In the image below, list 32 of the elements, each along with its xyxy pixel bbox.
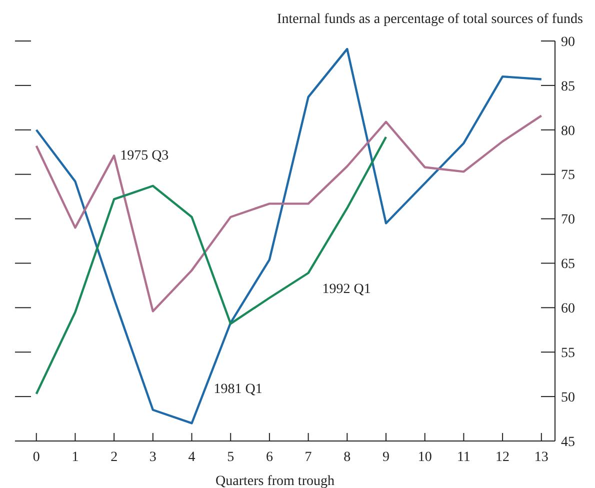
series-label: 1992 Q1 — [322, 282, 371, 297]
x-tick-label: 10 — [418, 450, 432, 465]
y-tick-label: 60 — [561, 302, 575, 317]
x-tick-label: 9 — [382, 450, 390, 465]
x-tick-label: 0 — [32, 450, 40, 465]
y-axis-title: Internal funds as a percentage of total sources of funds — [277, 12, 583, 27]
series-label: 1981 Q1 — [214, 382, 262, 398]
x-tick-label: 8 — [344, 450, 351, 465]
y-tick-label: 75 — [561, 168, 575, 184]
y-tick-label: 55 — [561, 346, 575, 362]
x-tick-label: 7 — [304, 450, 312, 465]
x-axis-title: Quarters from trough — [216, 474, 334, 488]
x-tick-label: 12 — [496, 450, 510, 465]
x-tick-label: 4 — [188, 450, 196, 465]
y-tick-label: 85 — [561, 79, 575, 94]
series-label: 1975 Q3 — [120, 148, 169, 164]
y-tick-label: 65 — [561, 257, 575, 272]
line-series — [35, 48, 543, 424]
x-tick-label: 2 — [110, 450, 118, 465]
x-tick-label: 5 — [227, 450, 234, 465]
x-tick-label: 3 — [149, 450, 156, 465]
y-tick-label: 70 — [561, 212, 575, 228]
y-tick-label: 90 — [561, 34, 575, 50]
x-tick-label: 13 — [534, 450, 548, 465]
line-series — [35, 114, 543, 312]
y-tick-label: 80 — [561, 124, 575, 139]
y-tick-label: 50 — [561, 390, 575, 406]
x-tick-label: 11 — [456, 450, 470, 465]
line-series — [35, 136, 388, 395]
x-tick-label: 6 — [266, 450, 273, 465]
y-tick-label: 45 — [561, 434, 575, 450]
x-tick-label: 1 — [72, 450, 79, 465]
